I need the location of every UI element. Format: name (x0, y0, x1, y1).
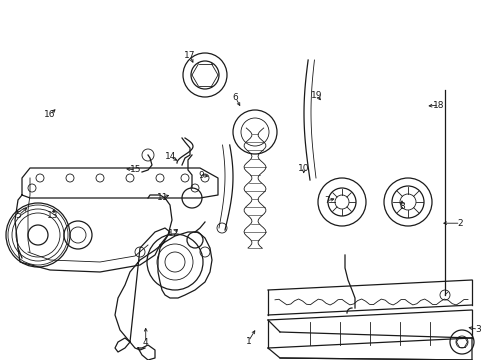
Text: 19: 19 (310, 91, 322, 100)
Text: 5: 5 (16, 211, 21, 220)
Text: 3: 3 (474, 325, 480, 334)
Text: 2: 2 (457, 219, 463, 228)
Text: 11: 11 (156, 193, 168, 202)
Text: 16: 16 (44, 110, 56, 119)
Text: 6: 6 (232, 94, 238, 102)
Text: 13: 13 (47, 211, 59, 220)
Text: 1: 1 (245, 337, 251, 346)
Text: 8: 8 (398, 202, 404, 211)
Text: 4: 4 (142, 338, 148, 347)
Text: 17: 17 (183, 51, 195, 60)
Text: 10: 10 (298, 164, 309, 173)
Text: 9: 9 (198, 171, 204, 180)
Text: 12: 12 (167, 229, 179, 238)
Text: 7: 7 (323, 197, 329, 205)
Text: 15: 15 (130, 165, 142, 174)
Text: 14: 14 (164, 152, 176, 161)
Text: 18: 18 (432, 100, 444, 109)
